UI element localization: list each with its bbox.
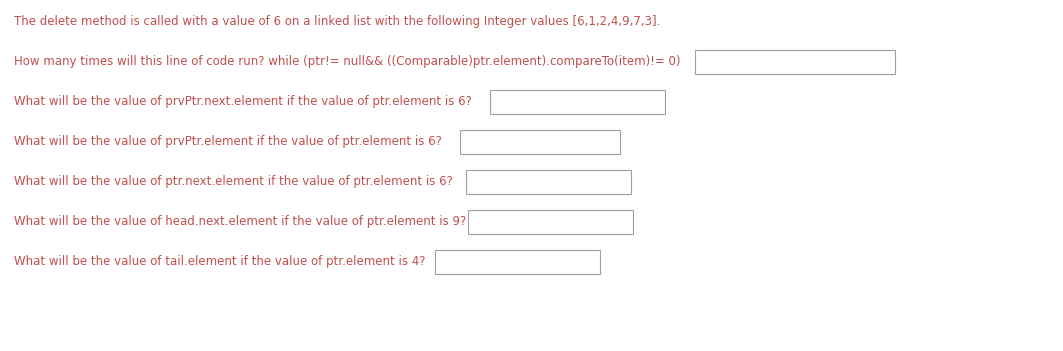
Text: The delete method is called with a value of 6 on a linked list with the followin: The delete method is called with a value… xyxy=(14,15,660,28)
Text: What will be the value of prvPtr.next.element if the value of ptr.element is 6?: What will be the value of prvPtr.next.el… xyxy=(14,95,472,108)
Bar xyxy=(468,210,632,234)
Bar xyxy=(466,170,631,194)
Bar xyxy=(695,50,895,74)
Bar xyxy=(460,130,620,154)
Text: How many times will this line of code run? while (ptr!= null&& ((Comparable)ptr.: How many times will this line of code ru… xyxy=(14,55,680,68)
Bar xyxy=(490,90,665,114)
Text: What will be the value of head.next.element if the value of ptr.element is 9?: What will be the value of head.next.elem… xyxy=(14,216,466,229)
Text: What will be the value of tail.element if the value of ptr.element is 4?: What will be the value of tail.element i… xyxy=(14,256,425,269)
Bar xyxy=(435,250,600,274)
Text: What will be the value of prvPtr.element if the value of ptr.element is 6?: What will be the value of prvPtr.element… xyxy=(14,135,442,148)
Text: What will be the value of ptr.next.element if the value of ptr.element is 6?: What will be the value of ptr.next.eleme… xyxy=(14,176,453,188)
